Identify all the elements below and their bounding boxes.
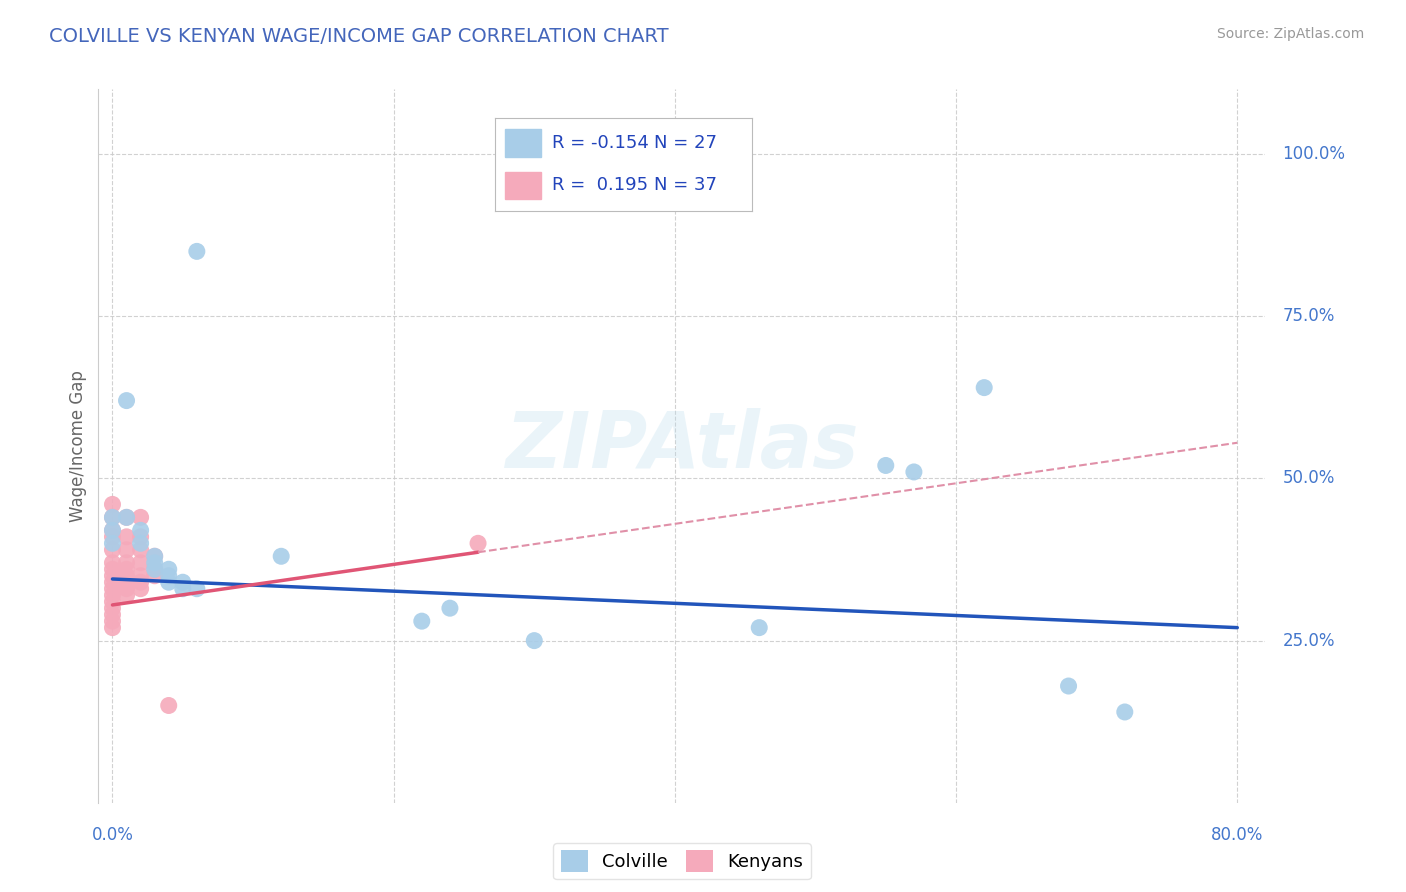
Point [115, 562, 138, 576]
Text: COLVILLE VS KENYAN WAGE/INCOME GAP CORRELATION CHART: COLVILLE VS KENYAN WAGE/INCOME GAP CORRE… [49, 27, 669, 45]
Point [101, 510, 124, 524]
Point [748, 621, 770, 635]
Point [115, 393, 138, 408]
Point [270, 549, 292, 564]
Point [143, 568, 166, 582]
Text: N = 27: N = 27 [654, 134, 717, 152]
Point [875, 458, 897, 473]
Point [143, 549, 166, 564]
Point [115, 510, 138, 524]
Point [172, 575, 194, 590]
Point [129, 568, 152, 582]
Legend: Colville, Kenyans: Colville, Kenyans [554, 843, 810, 880]
Point [973, 381, 995, 395]
Point [129, 556, 152, 570]
Point [467, 536, 489, 550]
Point [115, 588, 138, 602]
Text: N = 37: N = 37 [654, 177, 717, 194]
Y-axis label: Wage/Income Gap: Wage/Income Gap [69, 370, 87, 522]
Point [101, 575, 124, 590]
Point [115, 556, 138, 570]
Point [129, 524, 152, 538]
Point [115, 582, 138, 596]
Point [101, 621, 124, 635]
Point [101, 601, 124, 615]
Point [101, 542, 124, 557]
Point [172, 582, 194, 596]
Point [101, 556, 124, 570]
Point [129, 582, 152, 596]
Text: Source: ZipAtlas.com: Source: ZipAtlas.com [1216, 27, 1364, 41]
Point [115, 568, 138, 582]
Text: 0.0%: 0.0% [91, 825, 134, 844]
Point [101, 510, 124, 524]
Point [101, 562, 124, 576]
Point [129, 530, 152, 544]
Point [101, 568, 124, 582]
Point [101, 530, 124, 544]
Point [129, 510, 152, 524]
Point [115, 542, 138, 557]
Point [101, 536, 124, 550]
Point [186, 244, 208, 259]
Point [115, 530, 138, 544]
Point [101, 614, 124, 628]
Point [143, 549, 166, 564]
Text: 100.0%: 100.0% [1282, 145, 1346, 163]
Text: 75.0%: 75.0% [1282, 307, 1334, 326]
Point [157, 575, 180, 590]
Text: 25.0%: 25.0% [1282, 632, 1334, 649]
Point [157, 698, 180, 713]
Point [101, 595, 124, 609]
Text: ZIPAtlas: ZIPAtlas [505, 408, 859, 484]
Point [101, 588, 124, 602]
Point [439, 601, 461, 615]
Text: 80.0%: 80.0% [1211, 825, 1264, 844]
Point [143, 562, 166, 576]
Point [1057, 679, 1080, 693]
Bar [506, 171, 541, 200]
Point [129, 536, 152, 550]
Text: 50.0%: 50.0% [1282, 469, 1334, 487]
Point [157, 568, 180, 582]
Point [143, 562, 166, 576]
Point [101, 524, 124, 538]
Point [101, 607, 124, 622]
Point [143, 556, 166, 570]
Point [101, 582, 124, 596]
Point [115, 575, 138, 590]
Point [1114, 705, 1136, 719]
Point [903, 465, 925, 479]
Point [129, 542, 152, 557]
Point [115, 510, 138, 524]
Point [523, 633, 546, 648]
Point [157, 562, 180, 576]
Point [411, 614, 433, 628]
Point [186, 582, 208, 596]
Point [129, 575, 152, 590]
Point [101, 524, 124, 538]
Point [101, 497, 124, 511]
Text: R = -0.154: R = -0.154 [551, 134, 648, 152]
Bar [506, 128, 541, 157]
Text: R =  0.195: R = 0.195 [551, 177, 648, 194]
